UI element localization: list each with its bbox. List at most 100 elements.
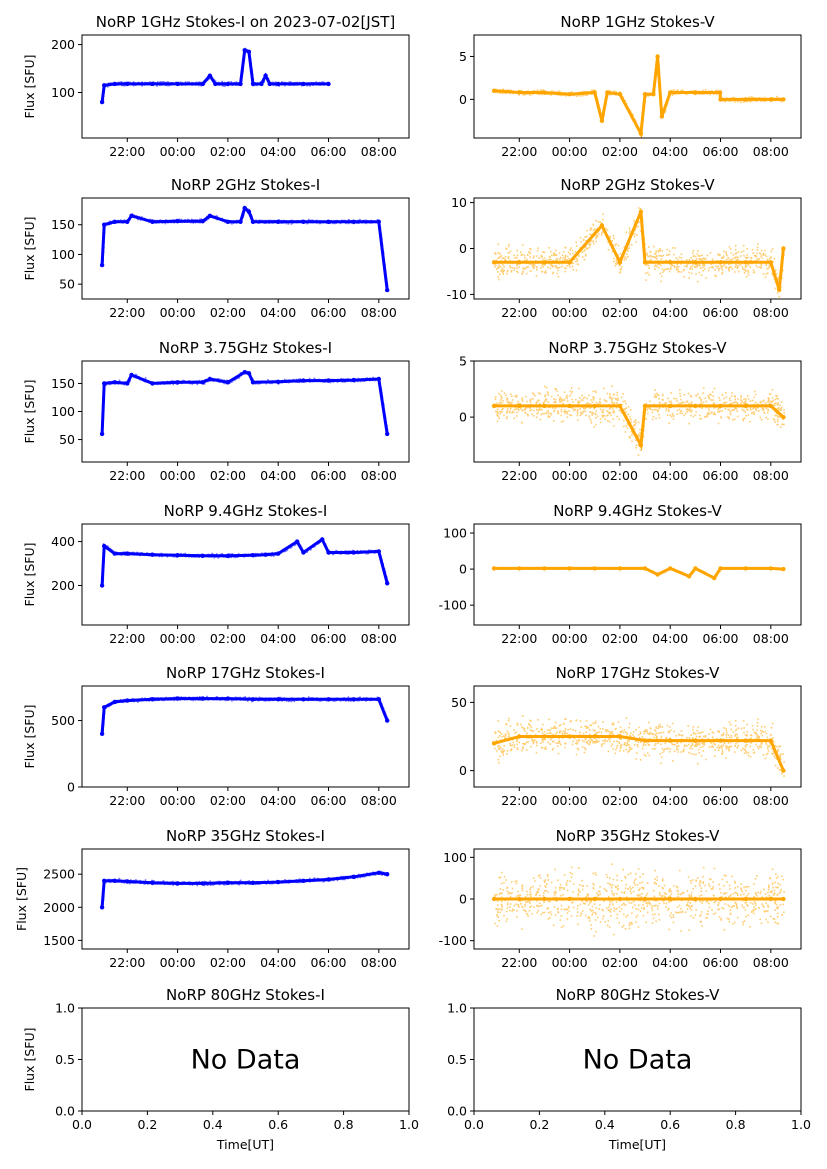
x-tick-label: 04:00 [260,955,296,970]
x-tick-label: 08:00 [361,468,397,483]
no-data-label: No Data [583,1045,693,1076]
y-tick-label: 50 [59,432,75,447]
noise-texture [494,715,785,777]
data-points [99,537,390,588]
x-tick-label: 06:00 [702,468,738,483]
x-tick-label: 00:00 [160,468,196,483]
series-line [100,537,389,586]
x-tick-label: 22:00 [501,631,537,646]
x-tick-label: 06:00 [310,631,346,646]
x-tick-label: 0.8 [726,1117,746,1132]
x-tick-label: 04:00 [260,793,296,808]
y-tick-label: 0 [459,763,467,778]
x-tick-label: 06:00 [702,631,738,646]
data-points [491,863,786,937]
y-tick-label: 1.0 [55,1001,75,1016]
x-tick-label: 22:00 [109,305,145,320]
y-axis-label: Flux [SFU] [22,55,37,119]
subplot-title: NoRP 80GHz Stokes-I [166,986,325,1004]
x-tick-label: 04:00 [260,144,296,159]
x-tick-label: 08:00 [361,955,397,970]
y-tick-label: 150 [51,217,75,232]
y-axis-label: Flux [SFU] [22,217,37,281]
noise-texture [102,206,389,288]
x-tick-label: 22:00 [501,305,537,320]
data-point [592,896,597,902]
noise-texture [102,47,330,101]
y-tick-label: 0 [67,780,75,795]
x-tick-label: 22:00 [109,144,145,159]
series-line [100,697,389,734]
x-tick-label: 02:00 [602,468,638,483]
x-tick-label: 02:00 [210,144,246,159]
data-point [655,54,660,59]
data-point [668,738,673,743]
data-point [567,260,572,265]
subplot-title: NoRP 3.75GHz Stokes-I [159,339,332,357]
x-tick-label: 04:00 [652,793,688,808]
y-tick-label: 0 [459,410,467,425]
x-tick-label: 00:00 [552,631,588,646]
axes-frame [473,523,802,626]
axes-frame [473,360,802,463]
y-tick-label: 10 [451,195,467,210]
x-tick-label: 22:00 [501,468,537,483]
data-point [768,260,773,265]
x-tick-label: 0.0 [464,1117,484,1132]
y-tick-label: 0.5 [447,1052,467,1067]
data-point [718,896,723,902]
series-line [494,566,784,581]
y-tick-label: 2000 [43,900,75,915]
y-tick-label: 1500 [43,933,75,948]
y-tick-label: 100 [51,247,75,262]
subplot-title: NoRP 17GHz Stokes-V [556,664,721,682]
subplot-title: NoRP 17GHz Stokes-I [166,664,325,682]
data-point [642,260,648,265]
x-tick-label: 04:00 [652,955,688,970]
subplot-1: NoRP 1GHz Stokes-I on 2023-07-02[JST] 22:… [22,13,410,159]
x-tick-label: 00:00 [552,793,588,808]
y-tick-label: 50 [451,695,467,710]
data-point [517,896,522,902]
x-tick-label: 04:00 [652,468,688,483]
subplot-3: NoRP 2GHz Stokes-I 22:00 00:00 02:00 04:00 06… [22,176,410,320]
y-tick-label: 100 [51,404,75,419]
x-tick-label: 0.6 [268,1117,288,1132]
x-tick-label: 06:00 [310,793,346,808]
axes-frame [81,34,410,139]
x-tick-label: 0.8 [334,1117,354,1132]
noise-texture [494,62,785,135]
x-tick-label: 0.2 [137,1117,157,1132]
y-tick-label: 200 [51,578,75,593]
y-tick-label: 500 [51,713,75,728]
x-tick-label: 02:00 [602,144,638,159]
x-tick-label: 02:00 [602,631,638,646]
x-tick-label: 00:00 [552,144,588,159]
y-tick-label: 100 [443,850,467,865]
x-tick-label: 04:00 [260,631,296,646]
y-tick-label: 0.0 [447,1104,467,1119]
x-axis-label: Time[UT] [608,1137,666,1152]
noise-texture [103,370,389,435]
data-points [491,715,786,777]
noise-texture [494,207,785,298]
subplot-13: NoRP 80GHz Stokes-I No Data 0.0 0.2 0.4 0.6 0.… [22,986,419,1152]
subplot-14: NoRP 80GHz Stokes-V No Data 0.0 0.2 0.4 0.6 0.… [447,986,811,1152]
x-tick-label: 02:00 [210,955,246,970]
x-tick-label: 02:00 [210,631,246,646]
data-point [768,738,773,743]
subplot-title: NoRP 35GHz Stokes-I [166,827,325,845]
data-point [491,741,497,746]
subplot-title: NoRP 1GHz Stokes-V [560,13,715,31]
x-tick-label: 06:00 [310,144,346,159]
x-tick-label: 22:00 [109,631,145,646]
x-tick-label: 04:00 [652,144,688,159]
axes-frame [81,685,410,788]
data-points [491,54,786,138]
subplot-10: NoRP 17GHz Stokes-V 22:00 00:00 02:00 04:00 0… [451,664,802,808]
x-tick-label: 04:00 [652,631,688,646]
y-tick-label: 5 [459,49,467,64]
y-tick-label: 5 [459,354,467,369]
noise-texture [102,538,389,586]
x-tick-label: 02:00 [210,793,246,808]
